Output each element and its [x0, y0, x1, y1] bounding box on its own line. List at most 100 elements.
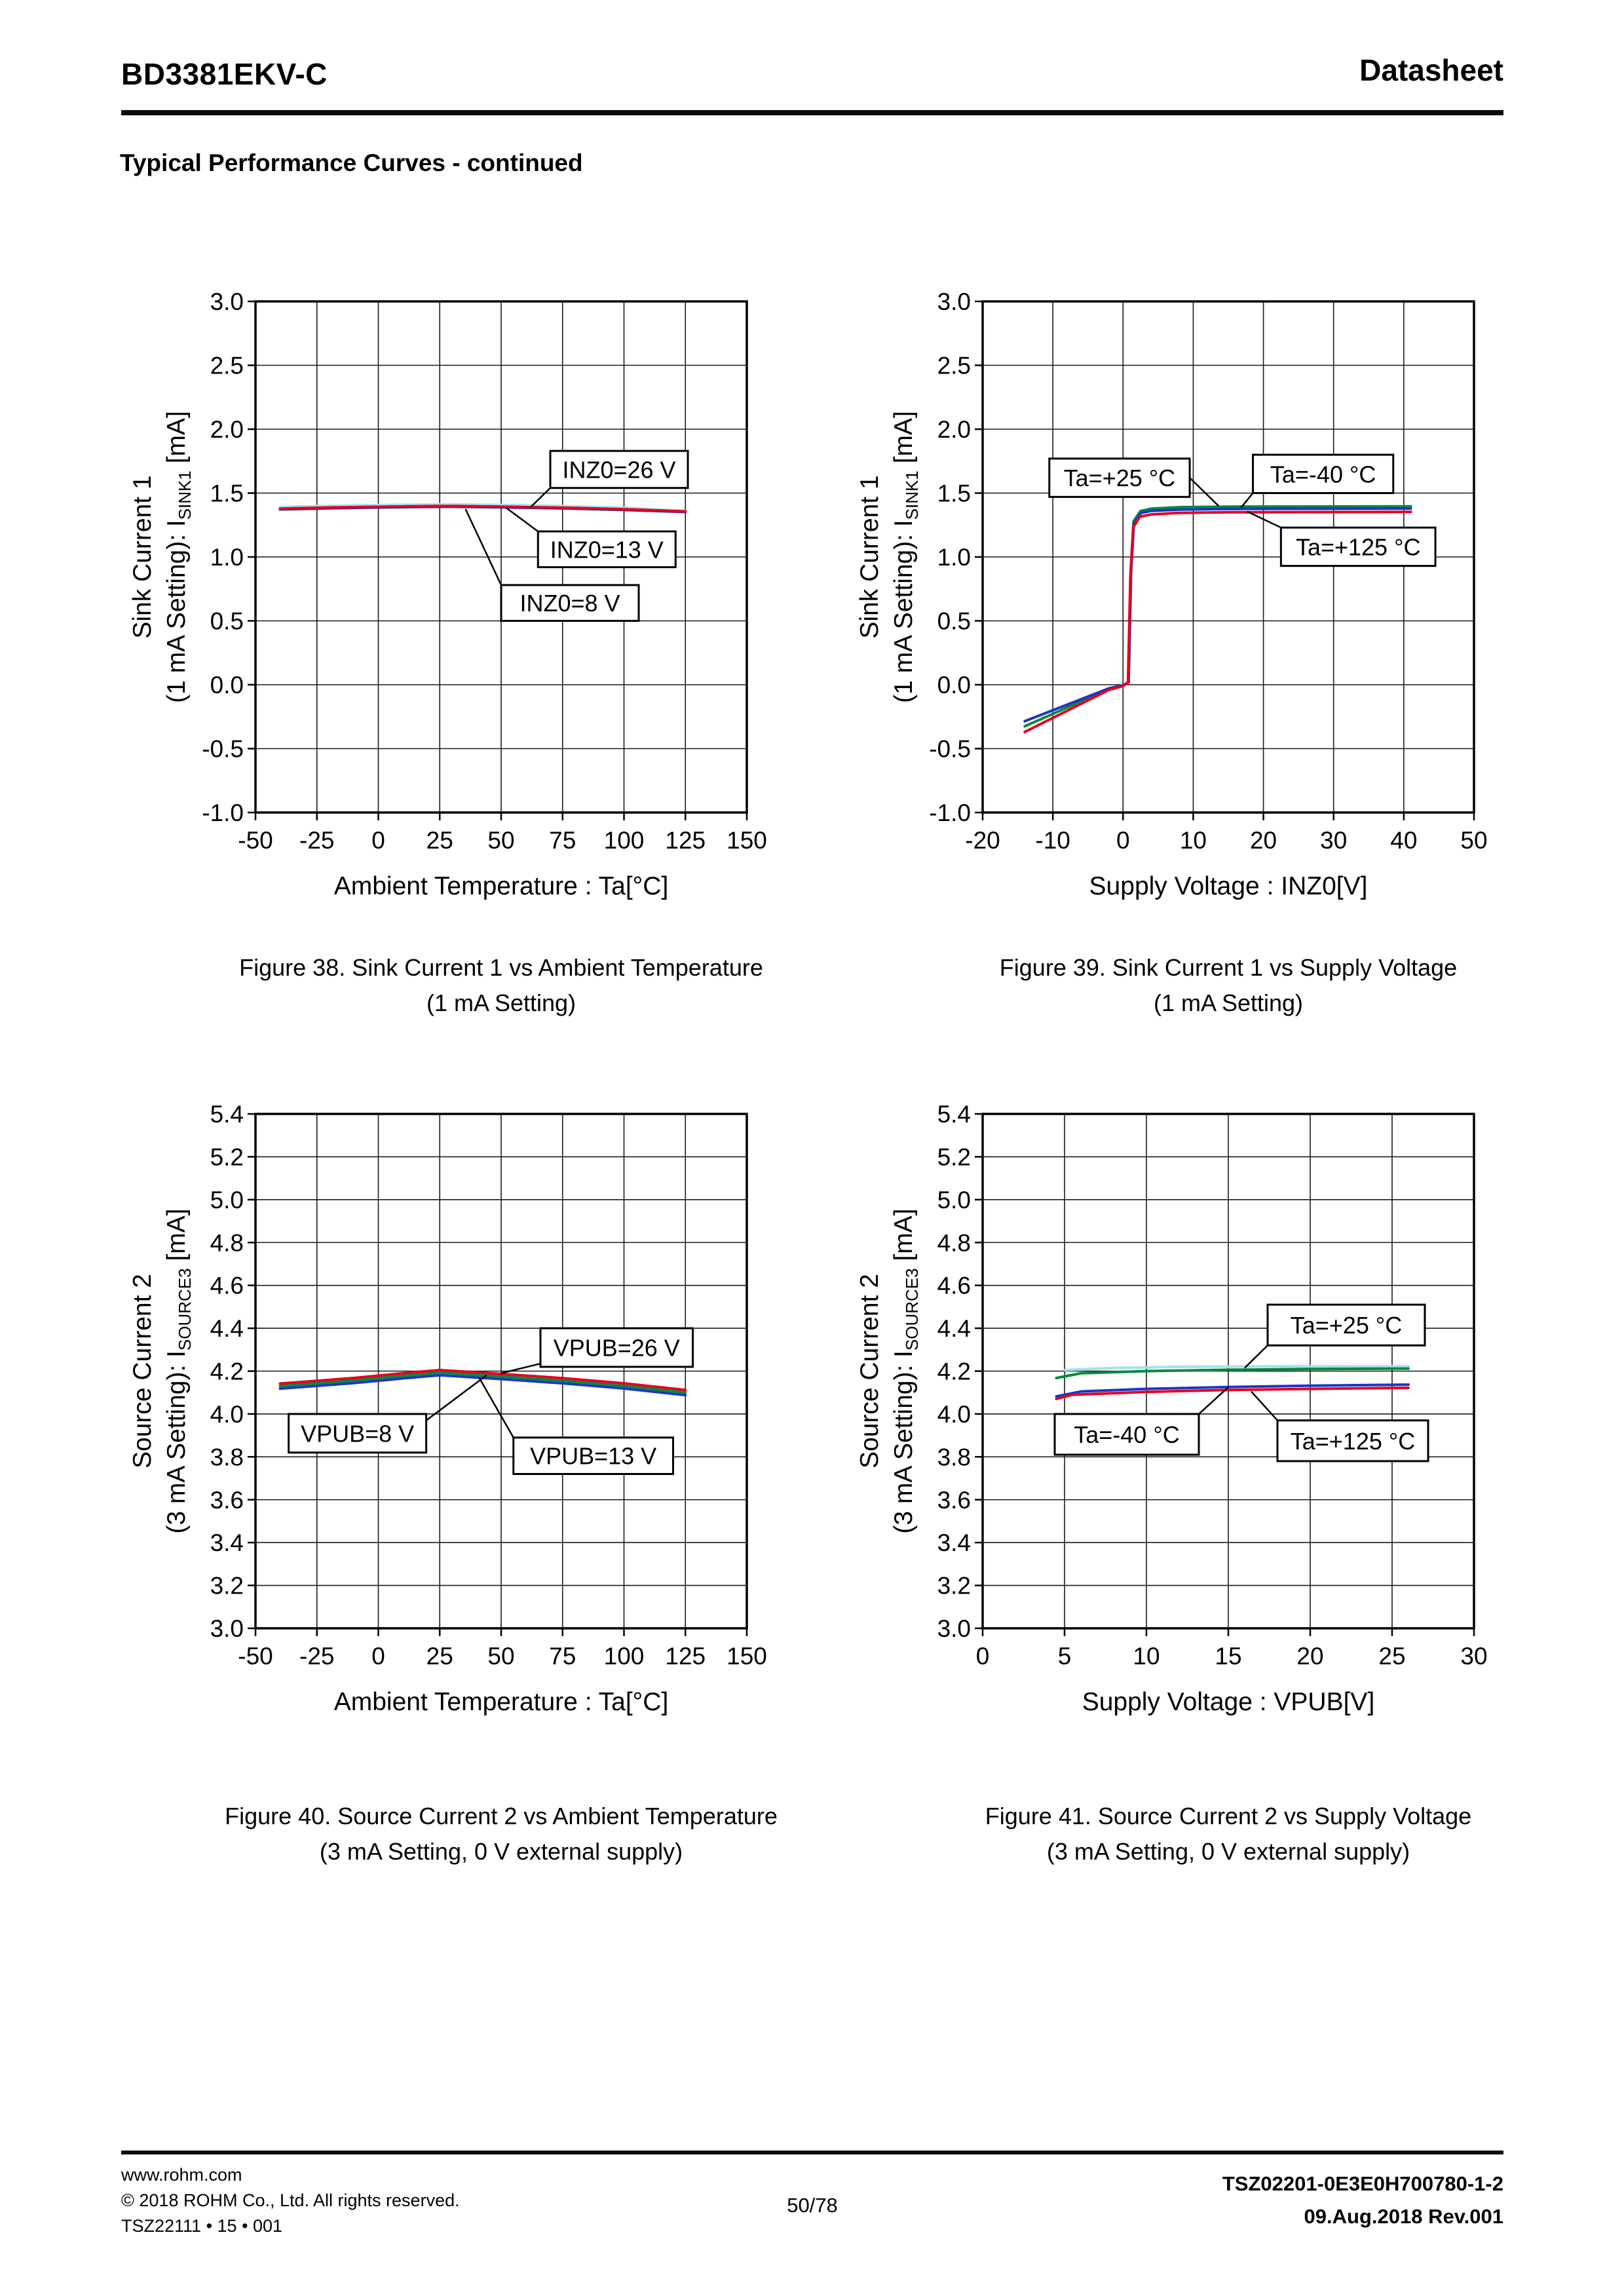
footer-revision: 09.Aug.2018 Rev.001	[1304, 2205, 1503, 2228]
series-inz0-26-v	[278, 503, 687, 512]
y-tick-label: 3.2	[937, 1573, 971, 1599]
callout-label: Ta=+25 °C	[1291, 1312, 1403, 1339]
footer-doc-code-right: TSZ02201-0E3E0H700780-1-2	[1222, 2172, 1503, 2195]
y-tick-label: 1.0	[937, 544, 971, 571]
x-tick-label: 50	[1460, 827, 1487, 854]
figure-41-caption-line2: (3 mA Setting, 0 V external supply)	[1046, 1838, 1410, 1865]
y-tick-label: 3.0	[937, 1615, 971, 1642]
callout-label: VPUB=13 V	[530, 1443, 656, 1470]
callout-box	[1276, 1419, 1429, 1463]
y-tick-label: -1.0	[929, 799, 971, 826]
series-ta-125-c	[1023, 510, 1412, 734]
y-tick-label: 3.6	[210, 1487, 244, 1514]
y-axis-title-line2: (3 mA Setting): ISOURCE3 [mA]	[890, 1208, 922, 1533]
figure-39-chart: -20 -10 0 10 20 30 40 50 3.0 2.5 2.0 1.5 1.0 0.5 0.0 -0…	[856, 288, 1488, 900]
y-axis-title-line1: Sink Current 1	[128, 475, 157, 638]
callout-label: VPUB=26 V	[554, 1335, 680, 1362]
y-tick-label: 2.5	[210, 353, 244, 379]
x-tick-label: 125	[665, 827, 706, 854]
series-ta-25-c	[1055, 1367, 1410, 1379]
callout-box	[288, 1413, 428, 1454]
figure-40-caption-line1: Figure 40. Source Current 2 vs Ambient T…	[225, 1803, 778, 1829]
callout-label: VPUB=8 V	[301, 1420, 414, 1447]
callout-leader-line	[500, 1362, 541, 1374]
y-tick-label: 1.5	[210, 480, 244, 507]
y-tick-label: 0.5	[937, 608, 971, 635]
x-tick-label: 50	[487, 827, 514, 854]
y-tick-label: 5.0	[937, 1187, 971, 1214]
x-tick-label: 75	[549, 827, 576, 854]
callout-box	[537, 530, 677, 569]
footer-url[interactable]: www.rohm.com	[121, 2165, 242, 2185]
plot-border	[254, 300, 748, 814]
series-vpub-26-v	[278, 1368, 687, 1392]
callout-box	[500, 584, 640, 622]
x-tick-label: 25	[426, 827, 453, 854]
callout-leader-line	[530, 487, 551, 508]
y-tick-label: 3.2	[210, 1573, 244, 1599]
figure-40-caption-line2: (3 mA Setting, 0 V external supply)	[319, 1838, 683, 1865]
series-ta-125-c	[1055, 1387, 1410, 1400]
callout-leader-line	[1251, 1390, 1278, 1421]
callout-leader-line	[478, 1377, 514, 1438]
series-ta-25-c-highlight	[1063, 1365, 1410, 1371]
callout-label: Ta=-40 °C	[1270, 461, 1376, 488]
x-tick-label: -50	[238, 827, 273, 854]
y-tick-label: 3.0	[210, 288, 244, 315]
y-tick-label: 5.4	[210, 1101, 244, 1128]
callout-ta-125-c: Ta=+125 °C	[1251, 1390, 1429, 1463]
figure-38-caption: Figure 38. Sink Current 1 vs Ambient Tem…	[174, 950, 829, 1021]
figure-38-chart: -50 -25 0 25 50 75 100 125 150 3.0 2.5 2.0 1.5 1.0 0.5…	[128, 288, 767, 900]
figure-41-caption: Figure 41. Source Current 2 vs Supply Vo…	[901, 1799, 1556, 1869]
figure-39-caption-line2: (1 mA Setting)	[1153, 989, 1304, 1016]
plot-border	[254, 1113, 748, 1630]
y-tick-label: 0.0	[210, 672, 244, 698]
callout-ta-125-c: Ta=+125 °C	[1247, 510, 1437, 567]
x-tick-label: 75	[549, 1643, 576, 1670]
x-axis-title: Supply Voltage : VPUB[V]	[1082, 1688, 1375, 1716]
y-tick-label: 5.4	[937, 1101, 971, 1128]
x-tick-label: 15	[1215, 1643, 1241, 1670]
y-axis-title-line1: Source Current 2	[856, 1274, 884, 1468]
y-axis-title-line2: (1 mA Setting): ISINK1 [mA]	[162, 411, 195, 703]
page-indicator: 50/78	[787, 2194, 838, 2217]
x-tick-label: 30	[1460, 1643, 1487, 1670]
y-tick-label: 5.0	[210, 1187, 244, 1214]
y-tick-label: 3.4	[210, 1529, 244, 1556]
footer-rule	[121, 2151, 1503, 2154]
callout-label: Ta=+125 °C	[1291, 1428, 1416, 1455]
y-tick-label: 2.0	[937, 416, 971, 443]
figure-40-chart: -50 -25 0 25 50 75 100 125 150 5.4 5.2 5.0 4.8 4.6 4.4…	[128, 1101, 767, 1716]
x-tick-label: 100	[604, 827, 645, 854]
callout-vpub-26-v: VPUB=26 V	[500, 1327, 694, 1374]
x-tick-label: -20	[965, 827, 1000, 854]
x-tick-label: -25	[299, 1643, 334, 1670]
x-axis-title: Ambient Temperature : Ta[°C]	[334, 1688, 669, 1716]
y-tick-label: 0.5	[210, 608, 244, 635]
callout-box	[512, 1436, 674, 1475]
y-tick-label: 4.8	[937, 1229, 971, 1256]
y-tick-label: 5.2	[210, 1143, 244, 1170]
callout-label: Ta=+125 °C	[1296, 533, 1421, 560]
callout-ta-40-c: Ta=-40 °C	[1053, 1387, 1229, 1456]
x-tick-label: 150	[727, 1643, 767, 1670]
y-tick-label: 4.2	[937, 1358, 971, 1385]
callout-label: Ta=-40 °C	[1074, 1421, 1179, 1448]
callout-box	[1048, 457, 1191, 498]
callout-box	[549, 450, 689, 489]
callout-inz0-13-v: INZ0=13 V	[505, 507, 677, 569]
y-tick-label: 3.8	[210, 1444, 244, 1470]
x-tick-label: -25	[299, 827, 334, 854]
callout-box	[539, 1327, 694, 1368]
y-tick-label: 2.5	[937, 353, 971, 379]
x-tick-label: 30	[1320, 827, 1347, 854]
series-inz0-13-v	[278, 505, 687, 513]
y-tick-label: 1.5	[937, 480, 971, 507]
callout-box	[1266, 1303, 1426, 1347]
x-tick-label: 100	[604, 1643, 645, 1670]
x-tick-label: 20	[1296, 1643, 1323, 1670]
y-tick-label: 4.6	[937, 1272, 971, 1299]
plot-border	[981, 300, 1475, 814]
x-axis-title: Supply Voltage : INZ0[V]	[1089, 872, 1368, 900]
